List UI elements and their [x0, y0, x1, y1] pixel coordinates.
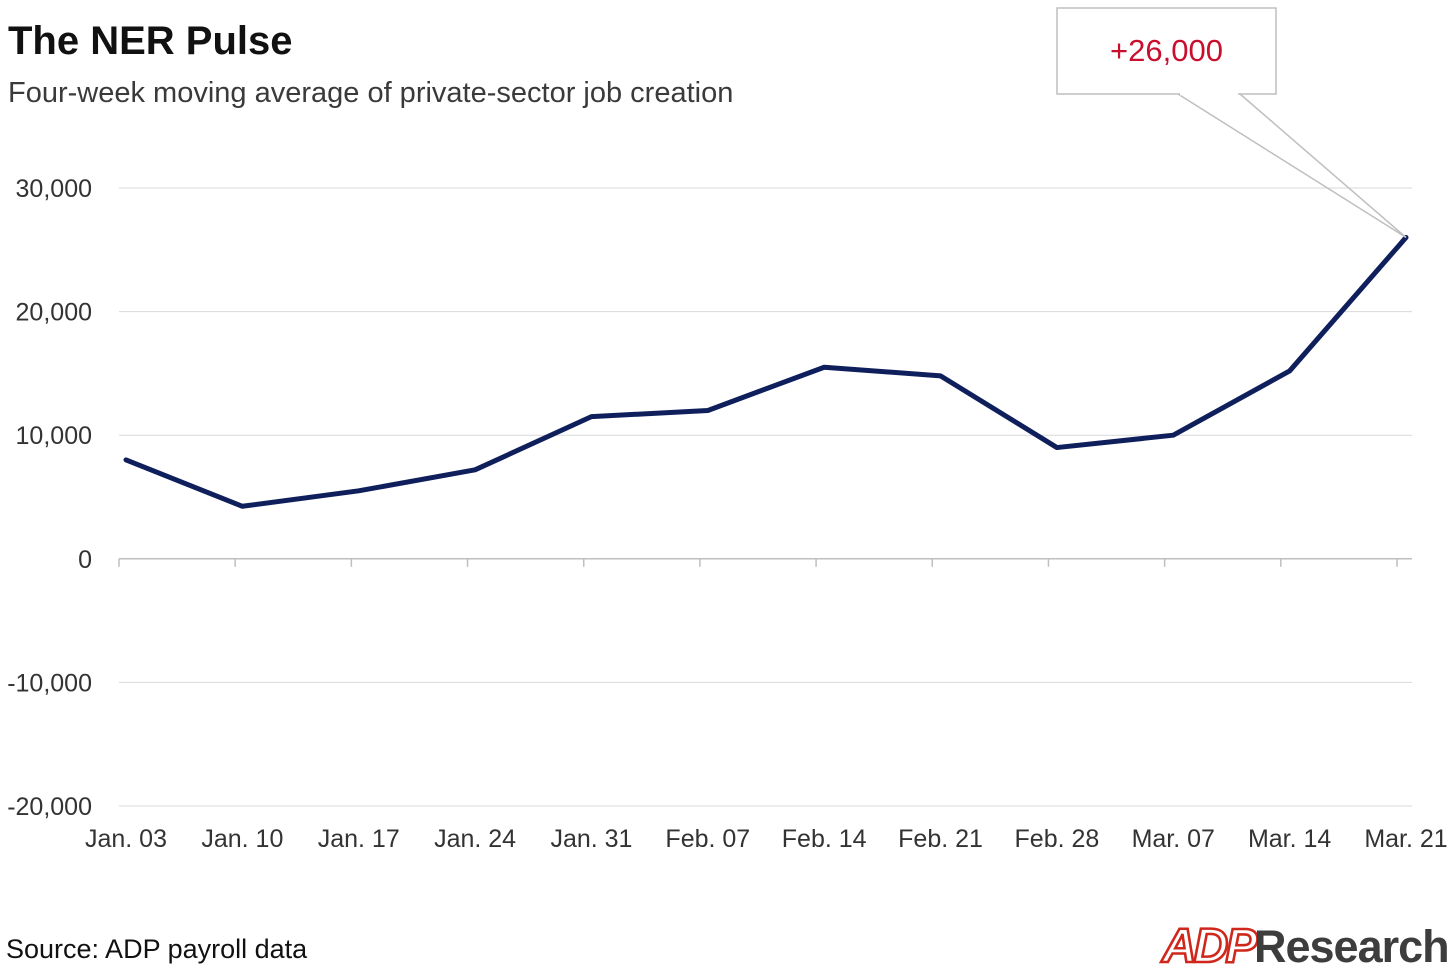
- x-tick-label: Jan. 03: [85, 825, 167, 853]
- x-tick-label: Jan. 10: [201, 825, 283, 853]
- x-tick-label: Feb. 28: [1015, 825, 1100, 853]
- callout-leader: [1239, 93, 1407, 239]
- x-tick-label: Mar. 14: [1248, 825, 1331, 853]
- gridlines: [119, 187, 1412, 807]
- y-axis-ticks: 30,000 20,000 10,000 0 -10,000 -20,000: [7, 175, 92, 821]
- logo-mark: ADP: [1161, 920, 1258, 973]
- x-tick-label: Jan. 24: [434, 825, 516, 853]
- x-tick-label: Feb. 14: [782, 825, 867, 853]
- y-tick-label: -20,000: [7, 793, 92, 821]
- callout-label: +26,000: [1110, 33, 1223, 68]
- x-tick-label: Mar. 21: [1364, 825, 1447, 853]
- adp-research-logo: ADP Research: [1160, 919, 1450, 974]
- chart-subtitle: Four-week moving average of private-sect…: [8, 77, 733, 109]
- y-tick-label: 10,000: [16, 422, 92, 450]
- x-tick-label: Jan. 31: [550, 825, 632, 853]
- series-line: [123, 234, 1409, 509]
- y-tick-label: -10,000: [7, 669, 92, 697]
- source-note: Source: ADP payroll data: [6, 934, 308, 964]
- x-tick-label: Jan. 17: [318, 825, 400, 853]
- annotation-callout: +26,000: [1056, 7, 1407, 239]
- x-axis: [118, 558, 1412, 567]
- y-tick-label: 30,000: [16, 175, 92, 203]
- x-tick-label: Feb. 21: [898, 825, 983, 853]
- y-tick-label: 20,000: [16, 299, 92, 327]
- y-tick-label: 0: [78, 546, 92, 574]
- x-tick-label: Mar. 07: [1132, 825, 1215, 853]
- callout-box: [1056, 7, 1277, 95]
- callout-leader: [1177, 93, 1407, 239]
- series-layer: [123, 234, 1409, 509]
- x-axis-ticks: Jan. 03 Jan. 10 Jan. 17 Jan. 24 Jan. 31 Feb. …: [85, 825, 1448, 853]
- chart-title: The NER Pulse: [8, 19, 293, 63]
- x-tick-label: Feb. 07: [665, 825, 750, 853]
- logo-word: Research: [1254, 921, 1449, 972]
